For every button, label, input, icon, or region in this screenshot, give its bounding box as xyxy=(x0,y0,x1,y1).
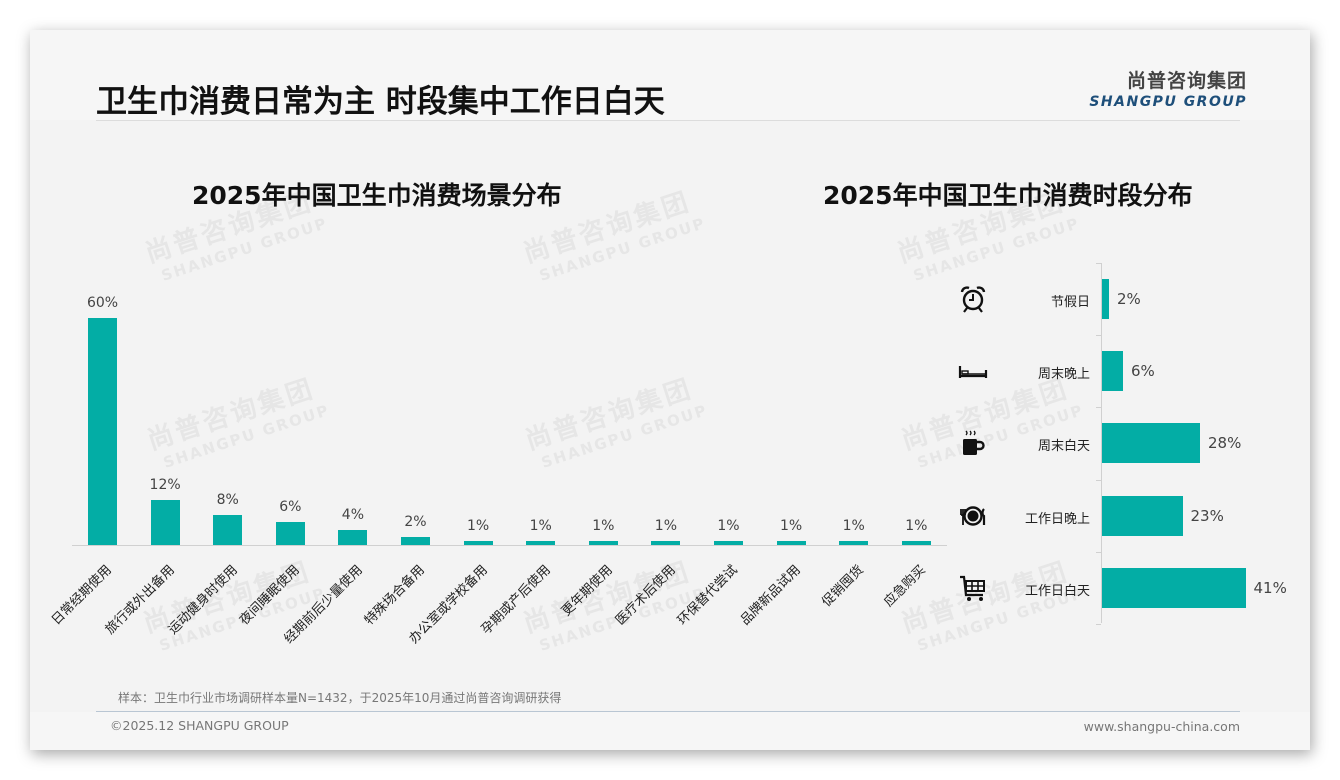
logo-en-text: SHANGPU GROUP xyxy=(1089,94,1247,110)
x-axis-line xyxy=(72,545,947,546)
time-category-label: 工作日晚上 xyxy=(1024,511,1090,527)
footer-band xyxy=(30,712,1310,750)
scene-bar xyxy=(714,541,743,545)
title-divider xyxy=(96,120,1240,121)
time-bar xyxy=(1102,567,1246,608)
time-bar xyxy=(1102,495,1183,536)
scene-bar xyxy=(776,541,806,545)
header-band xyxy=(30,30,1310,120)
time-category-label: 节假日 xyxy=(1050,295,1090,310)
scene-bar xyxy=(88,318,117,545)
time-category-label: 周末白天 xyxy=(1037,439,1090,455)
y-axis-tick xyxy=(1096,407,1101,409)
coffee-mug-icon xyxy=(958,428,988,458)
scene-bar-chart: 60% 日常经期使用 12% 旅行或外出备用 8% 运动健身时使用 6% 夜间睡眠使用 4% 经期… xyxy=(30,30,1310,750)
time-bar xyxy=(1102,351,1123,392)
scene-bar xyxy=(526,541,556,545)
scene-bar-value-label: 2% xyxy=(404,514,427,531)
scene-bar-value-label: 1% xyxy=(529,518,552,535)
scene-bar-value-label: 1% xyxy=(654,518,677,535)
scene-bar xyxy=(901,541,931,545)
scene-bar-value-label: 8% xyxy=(216,491,239,508)
scene-bar xyxy=(213,514,243,545)
scene-chart-title: 2025年中国卫生巾消费场景分布 xyxy=(192,181,562,210)
scene-bar-value-label: 12% xyxy=(149,476,181,493)
scene-bar-value-label: 4% xyxy=(341,506,364,523)
y-axis-tick xyxy=(1096,551,1101,553)
time-bar xyxy=(1102,423,1200,464)
time-bar-value-label: 28% xyxy=(1208,434,1242,453)
scene-bar-value-label: 1% xyxy=(779,518,803,535)
scene-bar-value-label: 1% xyxy=(717,518,740,535)
scene-bar-value-label: 1% xyxy=(905,518,928,535)
website-link[interactable]: www.shangpu-china.com xyxy=(1083,719,1240,734)
scene-bar-value-label: 1% xyxy=(466,518,490,535)
time-category-label: 周末晚上 xyxy=(1037,367,1090,383)
time-bar xyxy=(1102,279,1109,319)
time-chart-title: 2025年中国卫生巾消费时段分布 xyxy=(823,181,1193,210)
scene-bar-value-label: 60% xyxy=(86,295,119,312)
shopping-cart-icon xyxy=(958,573,988,603)
scene-bar xyxy=(338,529,368,545)
logo-cn-text: 尚普咨询集团 xyxy=(1126,70,1247,92)
scene-bar xyxy=(463,541,493,545)
scene-bar xyxy=(275,522,305,545)
copyright-text: ©2025.12 SHANGPU GROUP xyxy=(110,718,289,733)
slide: 尚普咨询集团 SHANGPU GROUP 尚普咨询集团 SHANGPU GROUP … xyxy=(30,30,1310,750)
scene-bar-value-label: 1% xyxy=(592,518,615,535)
time-bar-value-label: 41% xyxy=(1253,578,1287,597)
dinner-plate-icon xyxy=(958,501,988,531)
company-logo: 尚普咨询集团 SHANGPU GROUP xyxy=(1087,66,1247,110)
scene-bar xyxy=(150,499,180,545)
y-axis-tick xyxy=(1096,335,1101,337)
sample-note: 样本：卫生巾行业市场调研样本量N=1432，于2025年10月通过尚普咨询调研获… xyxy=(118,691,562,705)
y-axis-tick xyxy=(1096,479,1101,481)
scene-bar-value-label: 6% xyxy=(279,499,302,516)
page-title: 卫生巾消费日常为主 时段集中工作日白天 xyxy=(96,84,665,120)
time-bar-value-label: 2% xyxy=(1117,290,1141,308)
scene-bar-value-label: 1% xyxy=(842,518,865,535)
scene-bar xyxy=(651,541,681,545)
y-axis-tick xyxy=(1096,263,1101,264)
scene-bar xyxy=(839,541,869,545)
time-bar-value-label: 23% xyxy=(1190,506,1224,525)
scene-bar xyxy=(401,537,430,545)
bed-icon xyxy=(958,356,988,386)
y-axis-tick xyxy=(1096,624,1101,625)
time-bar-chart: 节假日 2% 周末晚上 6% 周末白天 28% 工作日晚上 23% 工作日白天 41% xyxy=(30,30,1310,750)
scene-bar xyxy=(588,541,618,545)
y-axis-line xyxy=(1101,263,1102,623)
footer-divider xyxy=(96,711,1240,712)
alarm-clock-icon xyxy=(958,284,988,314)
time-bar-value-label: 6% xyxy=(1131,362,1155,381)
time-category-label: 工作日白天 xyxy=(1024,583,1090,599)
